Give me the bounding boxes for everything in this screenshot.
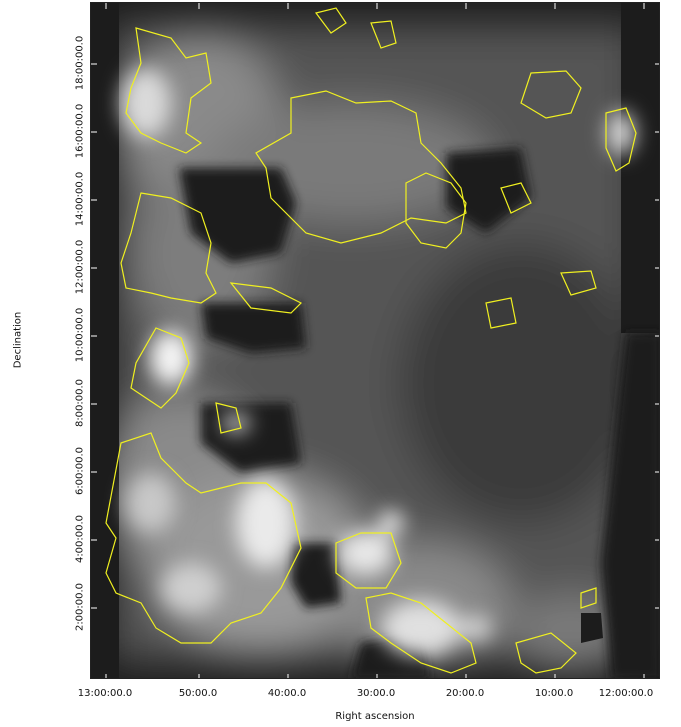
x-axis-title: Right ascension bbox=[335, 711, 415, 722]
y-tick-text: 10:00:00.0 bbox=[74, 307, 86, 363]
y-tick-text: 8:00:00.0 bbox=[74, 378, 86, 428]
y-tick-text: 2:00:00.0 bbox=[74, 582, 86, 632]
y-tick-text: 6:00:00.0 bbox=[74, 446, 86, 496]
bright-emission-knots bbox=[121, 68, 635, 656]
x-tick-label: 13:00:00.0 bbox=[77, 688, 133, 699]
x-tick-label: 10:00.0 bbox=[534, 688, 574, 699]
contours bbox=[105, 7, 637, 674]
y-tick-text: 16:00:00.0 bbox=[74, 103, 86, 159]
tick-marks bbox=[91, 3, 659, 678]
y-tick-text: 18:00:00.0 bbox=[74, 35, 86, 91]
masked-regions bbox=[91, 3, 659, 678]
y-tick-text: 4:00:00.0 bbox=[74, 514, 86, 564]
x-tick-label: 50:00.0 bbox=[178, 688, 218, 699]
sky-map bbox=[91, 3, 659, 678]
x-tick-label: 40:00.0 bbox=[267, 688, 307, 699]
y-tick-text: 12:00:00.0 bbox=[74, 239, 86, 295]
map-plot-area[interactable] bbox=[90, 2, 660, 679]
y-axis-title: Declination bbox=[12, 311, 24, 369]
x-tick-label: 12:00:00.0 bbox=[598, 688, 654, 699]
y-tick-text: 14:00:00.0 bbox=[74, 171, 86, 227]
diffuse-emission bbox=[101, 23, 641, 673]
x-tick-label: 20:00.0 bbox=[445, 688, 485, 699]
x-tick-label: 30:00.0 bbox=[356, 688, 396, 699]
